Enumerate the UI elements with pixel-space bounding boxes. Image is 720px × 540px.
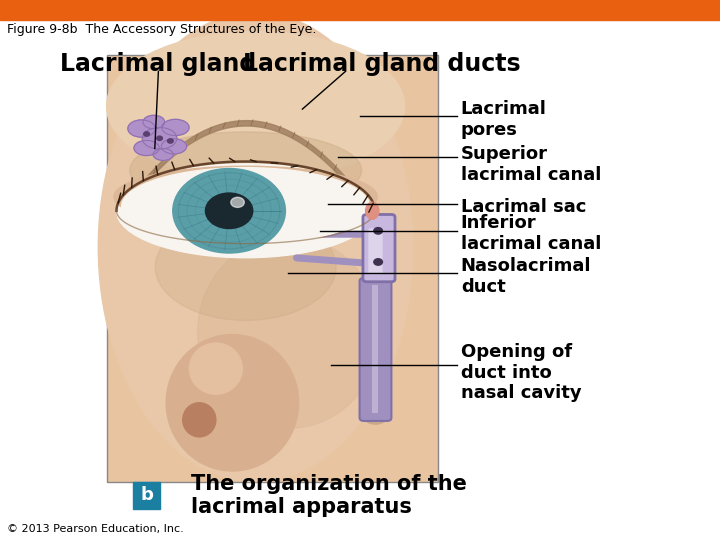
FancyBboxPatch shape	[369, 228, 382, 274]
Ellipse shape	[122, 167, 369, 245]
Ellipse shape	[162, 119, 189, 136]
Bar	[0, 0, 720, 20]
Text: The organization of the
lacrimal apparatus: The organization of the lacrimal apparat…	[191, 474, 467, 517]
Ellipse shape	[183, 403, 216, 437]
FancyBboxPatch shape	[359, 278, 392, 421]
Text: © 2013 Pearson Education, Inc.: © 2013 Pearson Education, Inc.	[7, 523, 184, 534]
Ellipse shape	[107, 32, 405, 181]
Text: Nasolacrimal
duct: Nasolacrimal duct	[461, 257, 591, 296]
Ellipse shape	[130, 132, 361, 208]
Ellipse shape	[128, 120, 156, 137]
Text: Lacrimal gland: Lacrimal gland	[60, 52, 256, 76]
FancyBboxPatch shape	[133, 482, 160, 509]
Circle shape	[144, 132, 150, 136]
Ellipse shape	[361, 399, 390, 424]
Circle shape	[231, 197, 244, 207]
Text: b: b	[140, 486, 153, 504]
Ellipse shape	[166, 334, 299, 471]
Bar	[372, 286, 378, 414]
FancyArrowPatch shape	[297, 258, 377, 264]
Ellipse shape	[143, 127, 177, 149]
Ellipse shape	[189, 343, 243, 394]
Circle shape	[205, 193, 253, 228]
Text: Lacrimal gland ducts: Lacrimal gland ducts	[243, 52, 521, 76]
Ellipse shape	[134, 140, 159, 156]
Circle shape	[374, 227, 382, 234]
Text: Inferior
lacrimal canal: Inferior lacrimal canal	[461, 214, 601, 253]
Ellipse shape	[153, 148, 174, 160]
Ellipse shape	[98, 12, 413, 482]
Circle shape	[168, 139, 174, 143]
Circle shape	[157, 136, 163, 140]
Ellipse shape	[114, 166, 377, 227]
FancyBboxPatch shape	[363, 214, 395, 282]
Ellipse shape	[117, 164, 375, 258]
Text: Lacrimal
pores: Lacrimal pores	[461, 100, 546, 139]
Text: Superior
lacrimal canal: Superior lacrimal canal	[461, 145, 601, 184]
Ellipse shape	[366, 202, 379, 219]
Ellipse shape	[156, 214, 336, 320]
Text: Figure 9-8b  The Accessory Structures of the Eye.: Figure 9-8b The Accessory Structures of …	[7, 23, 317, 36]
Circle shape	[374, 259, 382, 265]
Text: Lacrimal sac: Lacrimal sac	[461, 198, 586, 216]
Ellipse shape	[143, 116, 165, 129]
Text: Opening of
duct into
nasal cavity: Opening of duct into nasal cavity	[461, 343, 582, 402]
Ellipse shape	[161, 139, 186, 154]
Ellipse shape	[197, 237, 380, 428]
Bar	[107, 55, 438, 482]
Circle shape	[173, 168, 285, 253]
